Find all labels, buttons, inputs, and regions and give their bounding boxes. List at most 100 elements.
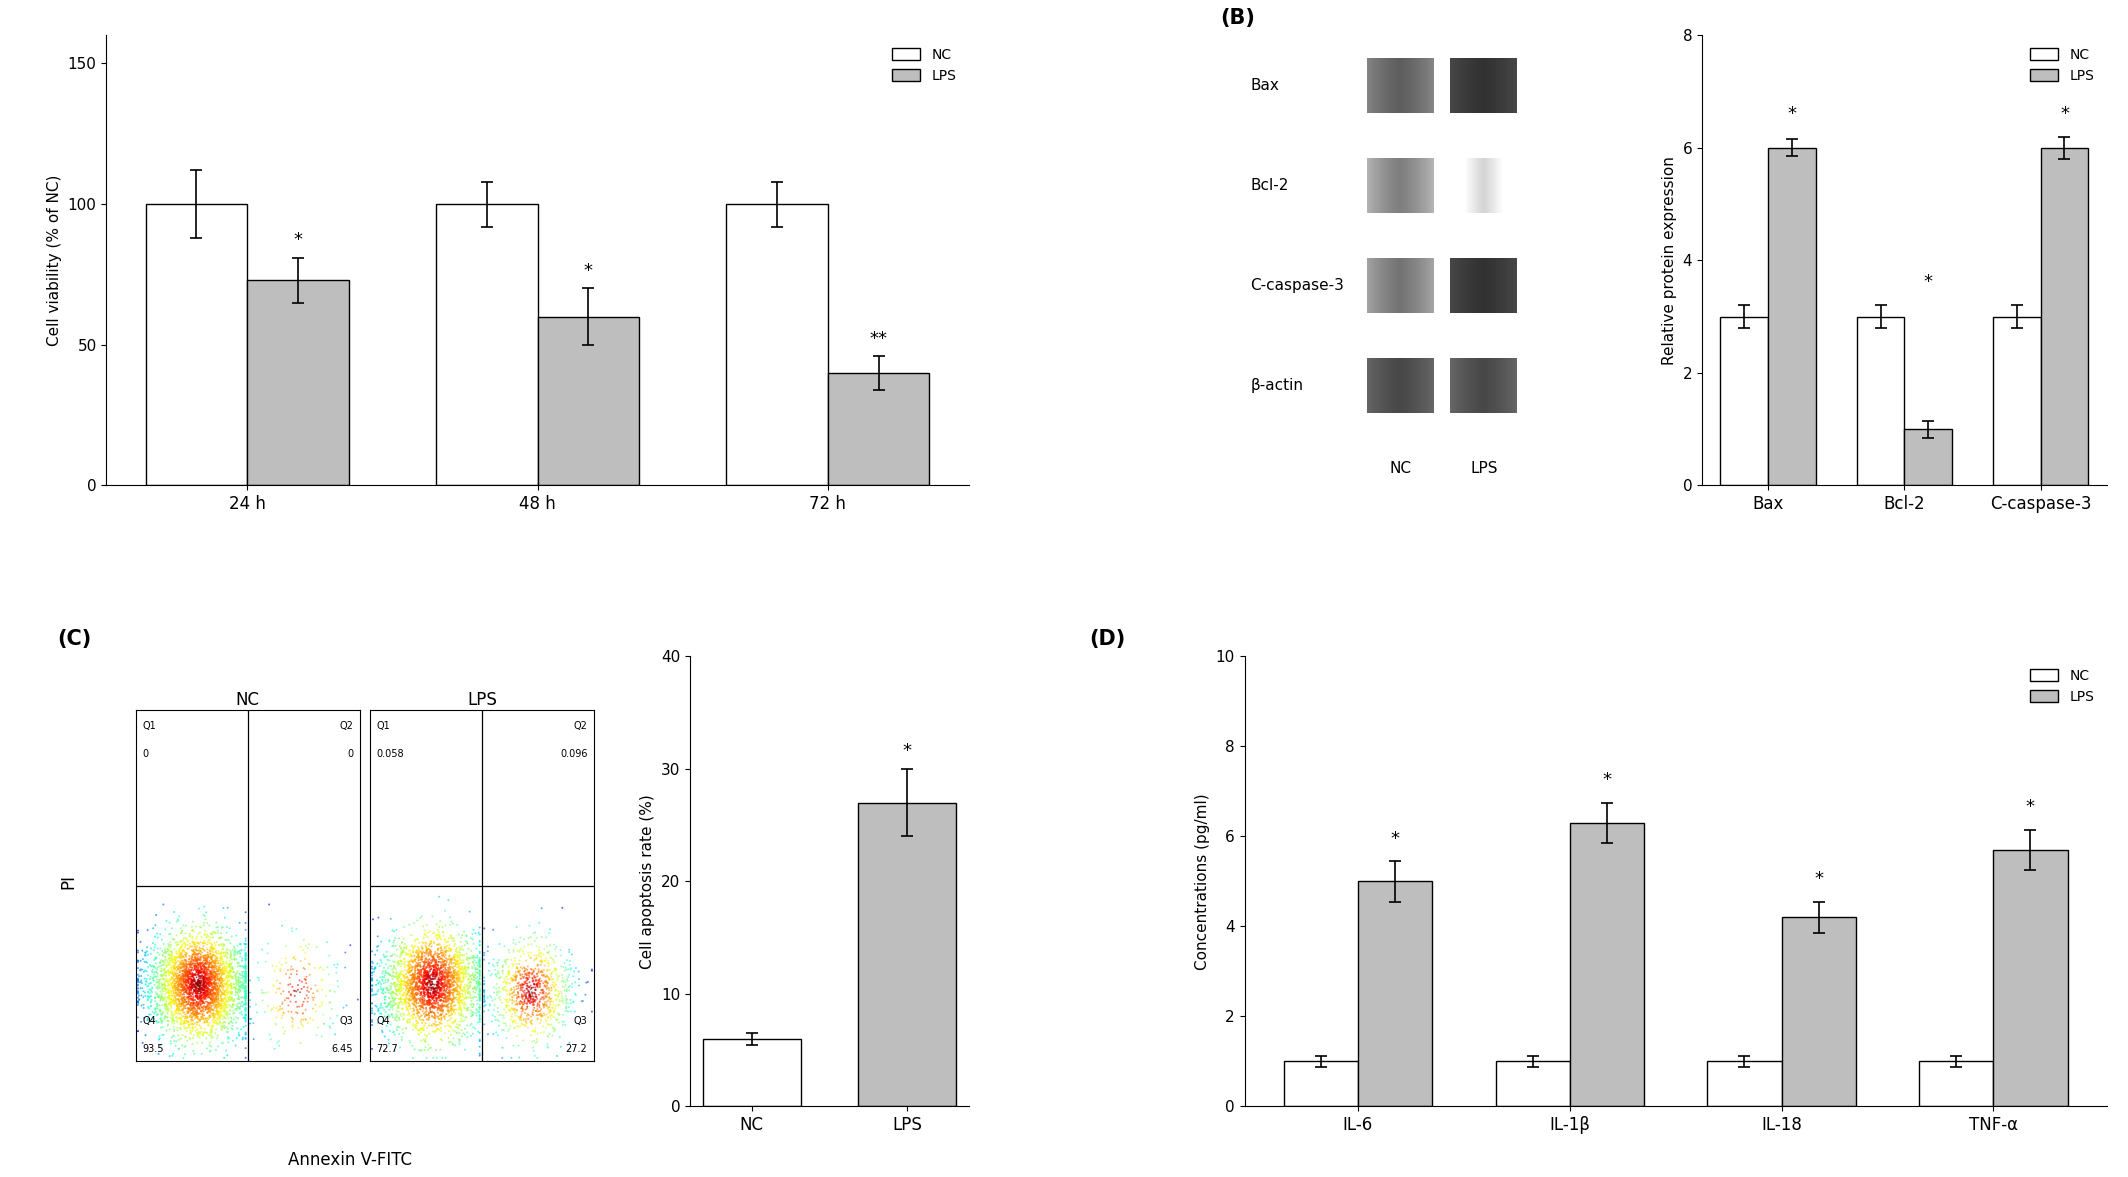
Point — [519, 937, 553, 956]
Point — [385, 965, 419, 984]
Point — [417, 978, 451, 997]
Point — [402, 951, 436, 970]
Point — [402, 978, 436, 997]
Point — [385, 995, 419, 1013]
Point — [392, 960, 426, 979]
Point — [192, 993, 226, 1012]
Point — [400, 1003, 434, 1022]
Point — [421, 986, 455, 1005]
Point — [487, 1013, 521, 1032]
Point — [358, 1004, 392, 1023]
Point — [517, 995, 551, 1013]
Point — [506, 937, 541, 956]
Point — [213, 1008, 247, 1026]
Point — [443, 967, 477, 986]
Point — [153, 990, 187, 1009]
Point — [174, 999, 209, 1018]
Point — [368, 962, 402, 980]
Point — [440, 985, 475, 1004]
Point — [189, 998, 223, 1017]
Point — [366, 1022, 400, 1040]
Point — [204, 989, 238, 1008]
Point — [160, 976, 194, 995]
Point — [198, 969, 232, 988]
Point — [421, 978, 455, 997]
Point — [387, 918, 421, 937]
Point — [151, 980, 185, 999]
Point — [177, 969, 211, 988]
Point — [417, 960, 451, 979]
Point — [432, 964, 466, 983]
Point — [419, 959, 453, 978]
Point — [458, 967, 492, 986]
Point — [392, 990, 426, 1009]
Point — [451, 955, 485, 973]
Point — [217, 963, 251, 982]
Point — [200, 1003, 234, 1022]
Point — [162, 946, 196, 965]
Point — [519, 988, 553, 1006]
Point — [179, 951, 213, 970]
Point — [411, 975, 445, 993]
Point — [194, 973, 228, 992]
Point — [458, 924, 492, 943]
Point — [192, 983, 226, 1002]
Point — [409, 999, 443, 1018]
Point — [160, 964, 194, 983]
Point — [447, 1025, 481, 1044]
Point — [213, 1015, 247, 1033]
Point — [432, 983, 466, 1002]
Point — [221, 1009, 255, 1028]
Point — [392, 990, 426, 1009]
Point — [215, 946, 249, 965]
Point — [396, 990, 430, 1009]
Point — [162, 942, 196, 960]
Point — [462, 956, 496, 975]
Point — [223, 957, 257, 976]
Point — [170, 969, 204, 988]
Point — [192, 953, 226, 972]
Point — [553, 1033, 587, 1052]
Point — [228, 995, 262, 1013]
Point — [396, 966, 430, 985]
Point — [536, 962, 570, 980]
Point — [447, 923, 481, 942]
Point — [198, 967, 232, 986]
Point — [185, 975, 219, 993]
Point — [504, 986, 538, 1005]
Point — [443, 972, 477, 991]
Point — [153, 986, 187, 1005]
Point — [194, 964, 228, 983]
Point — [364, 998, 398, 1017]
Point — [394, 957, 428, 976]
Point — [198, 988, 232, 1006]
Point — [275, 922, 309, 940]
Point — [155, 964, 189, 983]
Point — [200, 1029, 234, 1048]
Point — [447, 959, 481, 978]
Text: 0.096: 0.096 — [560, 749, 587, 759]
Point — [396, 999, 430, 1018]
Point — [181, 933, 215, 952]
Point — [485, 958, 519, 977]
Point — [183, 977, 217, 996]
Point — [513, 964, 547, 983]
Point — [409, 991, 443, 1010]
Point — [409, 995, 443, 1013]
Point — [123, 979, 157, 998]
Point — [421, 960, 455, 979]
Point — [440, 978, 475, 997]
Point — [449, 944, 483, 963]
Point — [460, 953, 494, 972]
Point — [172, 952, 206, 971]
Point — [404, 984, 438, 1003]
Point — [138, 1003, 172, 1022]
Point — [409, 1032, 443, 1051]
Point — [430, 979, 464, 998]
Point — [172, 999, 206, 1018]
Point — [472, 953, 506, 972]
Point — [204, 998, 238, 1017]
Point — [187, 1023, 221, 1042]
Point — [413, 922, 447, 940]
Point — [128, 969, 162, 988]
